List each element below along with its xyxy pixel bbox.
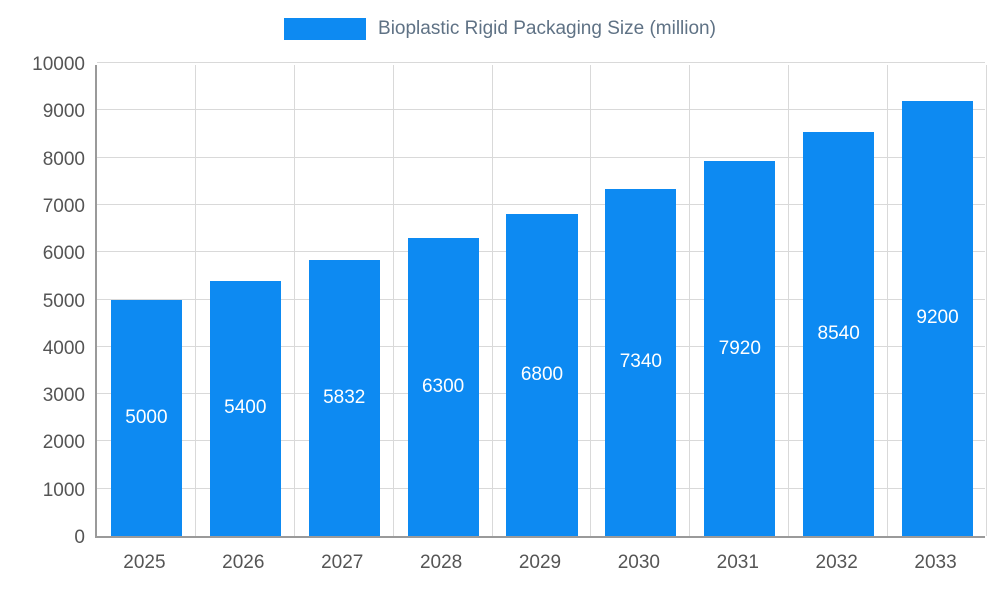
- x-tick-label: 2027: [321, 552, 364, 573]
- bar-2032[interactable]: 8540: [803, 132, 875, 536]
- y-tick-label: 6000: [42, 243, 85, 265]
- y-axis: 0 1000 2000 3000 4000 5000 6000 7000 8000 9000 100…: [0, 55, 85, 548]
- bar-value-label: 5000: [125, 406, 168, 428]
- x-tick-label: 2029: [518, 552, 562, 573]
- bar-value-label: 6800: [520, 364, 564, 386]
- gridline-vertical: [590, 65, 592, 536]
- gridline-vertical: [689, 65, 691, 536]
- bar-2029[interactable]: 6800: [506, 214, 578, 536]
- y-tick-label: 3000: [42, 385, 85, 407]
- y-tick-label: 8000: [42, 148, 85, 170]
- x-tick-label: 2025: [123, 552, 166, 573]
- y-tick-label: 10000: [32, 54, 85, 75]
- bar-2031[interactable]: 7920: [704, 161, 776, 536]
- bar-value-label: 8540: [817, 323, 860, 345]
- x-tick-label: 2033: [914, 552, 957, 573]
- gridline-horizontal: [97, 62, 985, 63]
- bar-value-label: 5400: [224, 397, 267, 419]
- x-axis: 2025 2026 2027 2028 2029 2030 2031 2032 2033: [95, 552, 985, 582]
- bar-2033[interactable]: 9200: [901, 100, 974, 536]
- gridline-horizontal: [97, 156, 985, 158]
- y-tick-label: 9000: [42, 101, 85, 123]
- bar-2030[interactable]: 7340: [605, 188, 677, 536]
- bar-value-label: 9200: [916, 307, 959, 329]
- bar-value-label: 5832: [323, 387, 366, 409]
- y-tick-label: 7000: [42, 195, 85, 217]
- y-tick-label: 2000: [42, 432, 85, 454]
- bar-2027[interactable]: 5832: [308, 260, 380, 536]
- gridline-vertical: [788, 65, 790, 536]
- x-tick-label: 2030: [617, 552, 661, 573]
- gridline-vertical: [194, 65, 196, 536]
- chart-legend[interactable]: Bioplastic Rigid Packaging Size (million…: [0, 18, 1000, 40]
- bar-2025[interactable]: 5000: [110, 299, 183, 536]
- bar-value-label: 7340: [619, 351, 663, 373]
- legend-label: Bioplastic Rigid Packaging Size (million…: [378, 18, 716, 39]
- y-tick-label: 0: [74, 527, 85, 548]
- bar-value-label: 7920: [718, 337, 761, 359]
- gridline-horizontal: [97, 203, 985, 205]
- gridline-horizontal: [97, 109, 985, 111]
- y-tick-label: 5000: [42, 290, 85, 312]
- legend-swatch: [284, 18, 367, 40]
- bar-2026[interactable]: 5400: [209, 280, 281, 536]
- gridline-vertical: [986, 65, 987, 536]
- gridline-vertical: [491, 65, 493, 536]
- gridline-vertical: [392, 65, 394, 536]
- bar-2028[interactable]: 6300: [407, 238, 479, 536]
- x-tick-label: 2026: [222, 552, 265, 573]
- bar-value-label: 6300: [421, 376, 465, 397]
- x-tick-label: 2028: [419, 552, 463, 573]
- x-tick-label: 2031: [716, 552, 759, 573]
- gridline-vertical: [887, 65, 889, 536]
- plot-area: 5000 5400 5832 6300 6800 7340 7920 8540 9200: [95, 62, 987, 538]
- y-tick-label: 4000: [42, 337, 85, 359]
- x-tick-label: 2032: [815, 552, 858, 573]
- gridline-vertical: [293, 65, 295, 536]
- y-tick-label: 1000: [42, 479, 85, 501]
